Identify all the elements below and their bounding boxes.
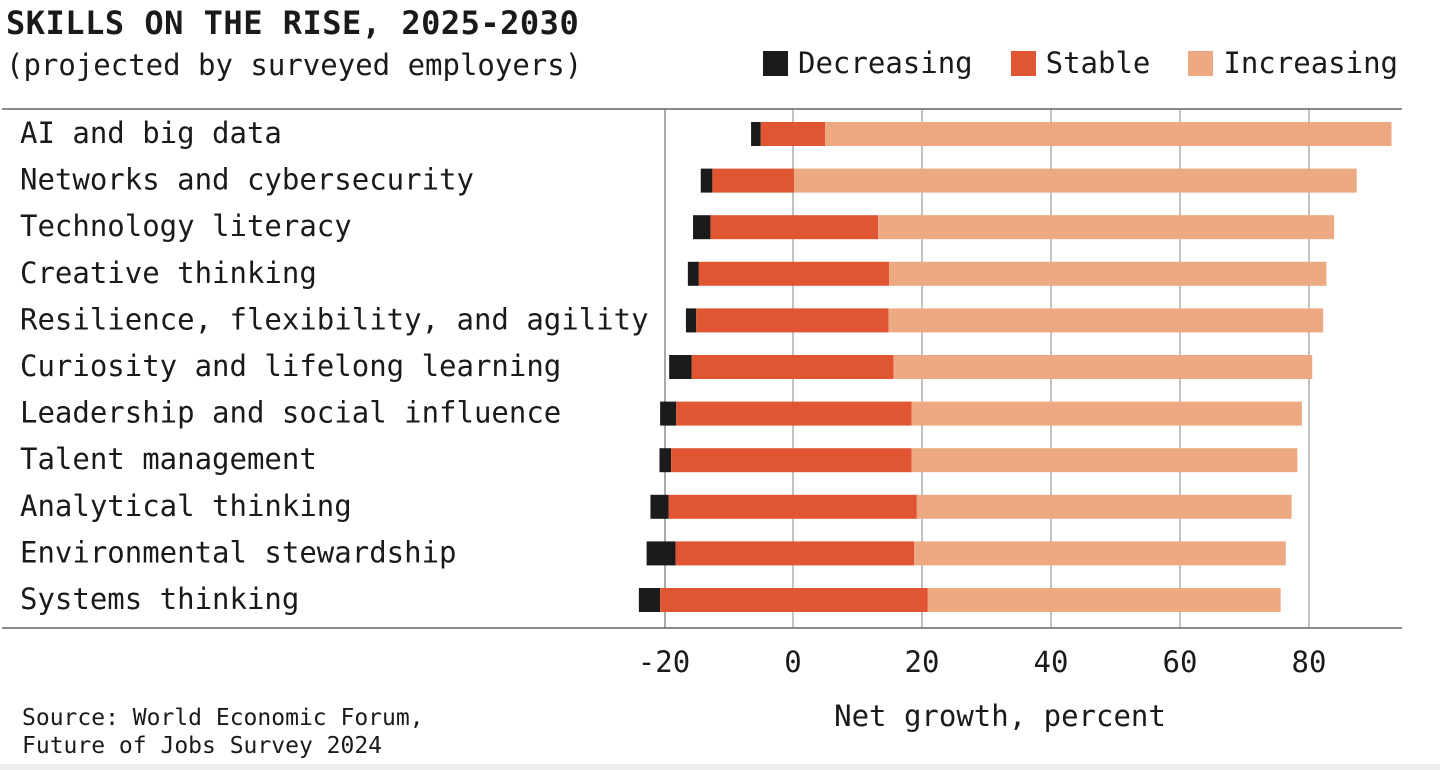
bar-decreasing-0 [751, 122, 761, 146]
bar-increasing-5 [893, 355, 1313, 379]
x-tick-label-0: 0 [784, 645, 801, 679]
bar-stable-1 [712, 168, 795, 193]
bar-decreasing-5 [669, 355, 692, 379]
bar-stable-9 [675, 541, 915, 566]
x-tick-label-60: 60 [1163, 645, 1198, 679]
chart-title: SKILLS ON THE RISE, 2025-2030 [6, 4, 580, 42]
bar-stable-8 [668, 494, 917, 519]
category-label-1: Networks and cybersecurity [20, 163, 474, 197]
legend-swatch-stable [1010, 50, 1036, 76]
bar-stable-6 [676, 401, 912, 426]
x-tick-label--20: -20 [638, 645, 690, 679]
legend-swatch-increasing [1188, 50, 1214, 76]
bar-stable-7 [671, 448, 912, 473]
legend-swatch-decreasing [763, 50, 789, 76]
bar-increasing-8 [916, 494, 1292, 519]
bar-decreasing-4 [685, 308, 697, 333]
category-label-4: Resilience, flexibility, and agility [20, 302, 649, 336]
legend-label-increasing: Increasing [1223, 46, 1398, 80]
bar-decreasing-1 [700, 168, 713, 193]
bar-increasing-4 [888, 308, 1324, 333]
category-label-7: Talent management [20, 442, 317, 476]
x-tick-label-80: 80 [1292, 645, 1327, 679]
x-axis-label: Net growth, percent [834, 699, 1166, 733]
category-label-3: Creative thinking [20, 256, 317, 290]
source-line-2: Future of Jobs Survey 2024 [22, 733, 383, 759]
category-label-9: Environmental stewardship [20, 535, 457, 569]
legend-item-increasing: Increasing [1188, 46, 1398, 80]
bar-increasing-0 [825, 122, 1392, 146]
bar-decreasing-10 [638, 588, 661, 612]
legend-item-stable: Stable [1010, 46, 1151, 80]
category-label-6: Leadership and social influence [20, 396, 561, 430]
footer-band [0, 764, 1440, 770]
bar-increasing-1 [794, 168, 1357, 193]
x-tick-label-20: 20 [905, 645, 940, 679]
category-label-10: Systems thinking [20, 582, 299, 616]
category-label-5: Curiosity and lifelong learning [20, 349, 561, 383]
bar-decreasing-8 [650, 494, 669, 519]
chart-subtitle: (projected by surveyed employers) [6, 48, 583, 82]
bar-decreasing-9 [646, 541, 676, 566]
bar-stable-4 [696, 308, 889, 333]
bar-decreasing-3 [687, 261, 699, 286]
bar-decreasing-7 [659, 448, 672, 473]
bar-decreasing-2 [693, 215, 711, 240]
bar-stable-10 [660, 588, 928, 612]
legend-item-decreasing: Decreasing [763, 46, 973, 80]
bar-stable-5 [691, 355, 894, 379]
bar-increasing-9 [914, 541, 1286, 566]
bar-increasing-6 [911, 401, 1302, 426]
bar-stable-0 [760, 122, 826, 146]
category-label-8: Analytical thinking [20, 489, 352, 523]
bar-increasing-10 [927, 588, 1281, 612]
bar-increasing-2 [878, 215, 1335, 240]
bar-increasing-7 [911, 448, 1298, 473]
category-label-2: Technology literacy [20, 209, 352, 243]
x-tick-label-40: 40 [1034, 645, 1069, 679]
bar-stable-2 [710, 215, 879, 240]
legend: Decreasing Stable Increasing [763, 46, 1398, 80]
legend-label-decreasing: Decreasing [798, 46, 973, 80]
source-line-1: Source: World Economic Forum, [22, 705, 424, 731]
category-label-0: AI and big data [20, 116, 282, 150]
legend-label-stable: Stable [1045, 46, 1151, 80]
bar-decreasing-6 [660, 401, 677, 426]
source-note: Source: World Economic Forum, Future of … [22, 704, 424, 760]
bar-stable-3 [698, 261, 890, 286]
bar-increasing-3 [889, 261, 1327, 286]
